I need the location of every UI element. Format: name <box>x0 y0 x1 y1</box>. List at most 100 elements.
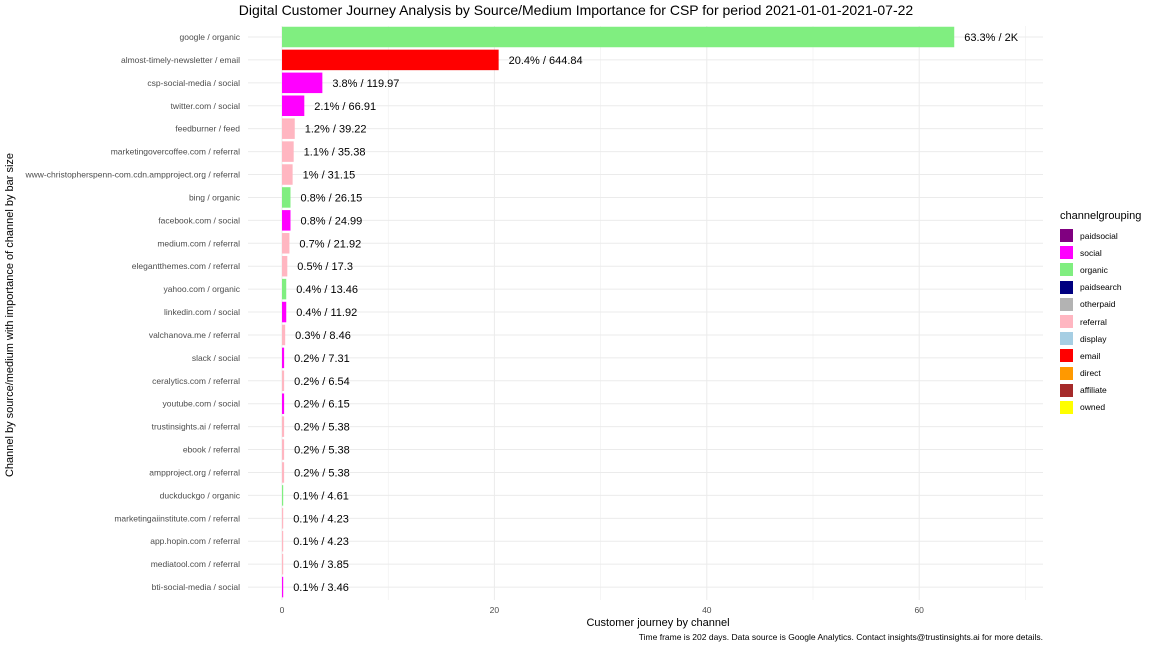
y-tick-label: bti-social-media / social <box>152 582 240 592</box>
bar-www-christopherspenn-com-cdn-ampproject-org-referral <box>282 164 293 185</box>
y-tick-label: ampproject.org / referral <box>149 467 240 477</box>
bar-facebook-com-social <box>282 210 291 231</box>
bar-value-label: 0.1% / 4.61 <box>293 490 349 502</box>
chart-title: Digital Customer Journey Analysis by Sou… <box>238 2 914 18</box>
legend-item-paidsearch: paidsearch <box>1060 279 1141 296</box>
legend-swatch <box>1060 297 1073 311</box>
bar-ampproject-org-referral <box>282 462 285 483</box>
legend-items: paidsocial social organic paidsearch otherpa… <box>1060 227 1141 416</box>
bar-app-hopin-com-referral <box>282 530 284 552</box>
legend-label: display <box>1080 333 1107 344</box>
legend-label: paidsocial <box>1080 230 1118 241</box>
bar-value-label: 0.1% / 4.23 <box>293 513 349 525</box>
legend-swatch <box>1060 263 1073 277</box>
bar-value-label: 0.1% / 3.85 <box>293 559 349 571</box>
legend-item-direct: direct <box>1060 365 1141 382</box>
legend-swatch <box>1060 349 1073 363</box>
legend-item-social: social <box>1060 244 1141 261</box>
y-tick-label: twitter.com / social <box>171 101 241 111</box>
x-tick-label: 40 <box>702 605 712 615</box>
legend-item-organic: organic <box>1060 261 1141 278</box>
y-tick-label: google / organic <box>180 32 241 42</box>
bar-bti-social-media-social <box>282 576 284 598</box>
bar-value-label: 0.2% / 6.15 <box>294 399 350 411</box>
y-tick-label: app.hopin.com / referral <box>150 536 240 546</box>
y-tick-label: www-christopherspenn-com.cdn.ampproject.… <box>25 170 241 180</box>
bar-csp-social-media-social <box>282 72 323 94</box>
bar-ceralytics-com-referral <box>282 370 285 392</box>
bar-feedburner-feed <box>282 118 295 139</box>
legend-item-owned: owned <box>1060 399 1141 416</box>
bar-value-label: 0.4% / 11.92 <box>296 307 357 319</box>
legend-item-referral: referral <box>1060 313 1141 330</box>
bar-value-label: 0.5% / 17.3 <box>297 261 353 273</box>
bar-value-label: 1.2% / 39.22 <box>305 124 367 136</box>
bar-youtube-com-social <box>282 393 285 414</box>
y-tick-label: bing / organic <box>189 192 241 202</box>
legend-item-otherpaid: otherpaid <box>1060 296 1141 313</box>
y-tick-label: csp-social-media / social <box>147 78 240 88</box>
x-tick-label: 20 <box>490 605 500 615</box>
legend-label: owned <box>1080 402 1106 413</box>
y-tick-label: trustinsights.ai / referral <box>152 422 240 432</box>
legend-swatch <box>1060 280 1073 294</box>
legend-label: organic <box>1080 264 1108 275</box>
bar-mediatool-com-referral <box>282 553 284 575</box>
bar-linkedin-com-social <box>282 301 287 323</box>
y-tick-label: slack / social <box>192 353 240 363</box>
y-tick-label: mediatool.com / referral <box>151 559 240 569</box>
y-tick-label: elegantthemes.com / referral <box>132 261 240 271</box>
legend-swatch <box>1060 332 1073 346</box>
bar-value-label: 1% / 31.15 <box>303 170 356 182</box>
chart-caption: Time frame is 202 days. Data source is G… <box>638 632 1043 642</box>
bar-value-label: 63.3% / 2K <box>964 32 1018 44</box>
bar-marketingaiinstitute-com-referral <box>282 508 284 529</box>
bar-value-label: 0.8% / 24.99 <box>300 215 362 227</box>
y-tick-label: marketingaiinstitute.com / referral <box>114 513 240 523</box>
bar-value-label: 0.2% / 5.38 <box>294 422 350 434</box>
y-tick-label: facebook.com / social <box>158 215 240 225</box>
y-tick-label: feedburner / feed <box>175 124 240 134</box>
bar-value-label: 1.1% / 35.38 <box>304 147 366 159</box>
bar-value-label: 0.3% / 8.46 <box>295 330 351 342</box>
bar-medium-com-referral <box>282 233 290 254</box>
bar-elegantthemes-com-referral <box>282 255 288 277</box>
bar-duckduckgo-organic <box>282 485 284 506</box>
bar-value-label: 20.4% / 644.84 <box>509 55 583 67</box>
x-tick-label: 0 <box>280 605 285 615</box>
legend-label: social <box>1080 247 1102 258</box>
bar-value-label: 0.2% / 7.31 <box>294 353 350 365</box>
y-axis-label: Channel by source/medium with importance… <box>4 152 16 478</box>
y-tick-label: linkedin.com / social <box>164 307 240 317</box>
bar-value-label: 0.1% / 3.46 <box>293 582 349 594</box>
legend-item-paidsocial: paidsocial <box>1060 227 1141 244</box>
legend-label: affiliate <box>1080 385 1107 396</box>
bar-value-label: 3.8% / 119.97 <box>332 78 399 90</box>
y-tick-label: yahoo.com / organic <box>163 284 240 294</box>
bar-value-label: 0.2% / 6.54 <box>294 376 350 388</box>
bar-yahoo-com-organic <box>282 278 287 300</box>
x-tick-label: 60 <box>914 605 924 615</box>
bar-twitter-com-social <box>282 95 305 117</box>
bar-bing-organic <box>282 187 291 208</box>
legend-label: otherpaid <box>1080 299 1116 310</box>
bar-value-label: 0.4% / 13.46 <box>296 284 358 296</box>
legend-label: email <box>1080 350 1101 361</box>
y-tick-label: almost-timely-newsletter / email <box>121 55 240 65</box>
bar-trustinsights-ai-referral <box>282 416 285 437</box>
legend-label: direct <box>1080 368 1101 379</box>
bar-marketingovercoffee-com-referral <box>282 141 294 162</box>
y-tick-label: ceralytics.com / referral <box>152 376 240 386</box>
y-tick-label: youtube.com / social <box>163 399 241 409</box>
x-axis-label: Customer journey by channel <box>586 617 730 629</box>
legend-title: channelgrouping <box>1060 210 1142 222</box>
legend-item-email: email <box>1060 347 1141 364</box>
y-tick-label: medium.com / referral <box>157 238 240 248</box>
bar-value-label: 0.7% / 21.92 <box>299 238 361 250</box>
legend-item-display: display <box>1060 330 1141 347</box>
bar-value-label: 0.8% / 26.15 <box>300 192 362 204</box>
bar-slack-social <box>282 347 285 369</box>
bar-almost-timely-newsletter-email <box>282 49 499 71</box>
bar-ebook-referral <box>282 439 285 460</box>
legend-swatch <box>1060 246 1073 260</box>
